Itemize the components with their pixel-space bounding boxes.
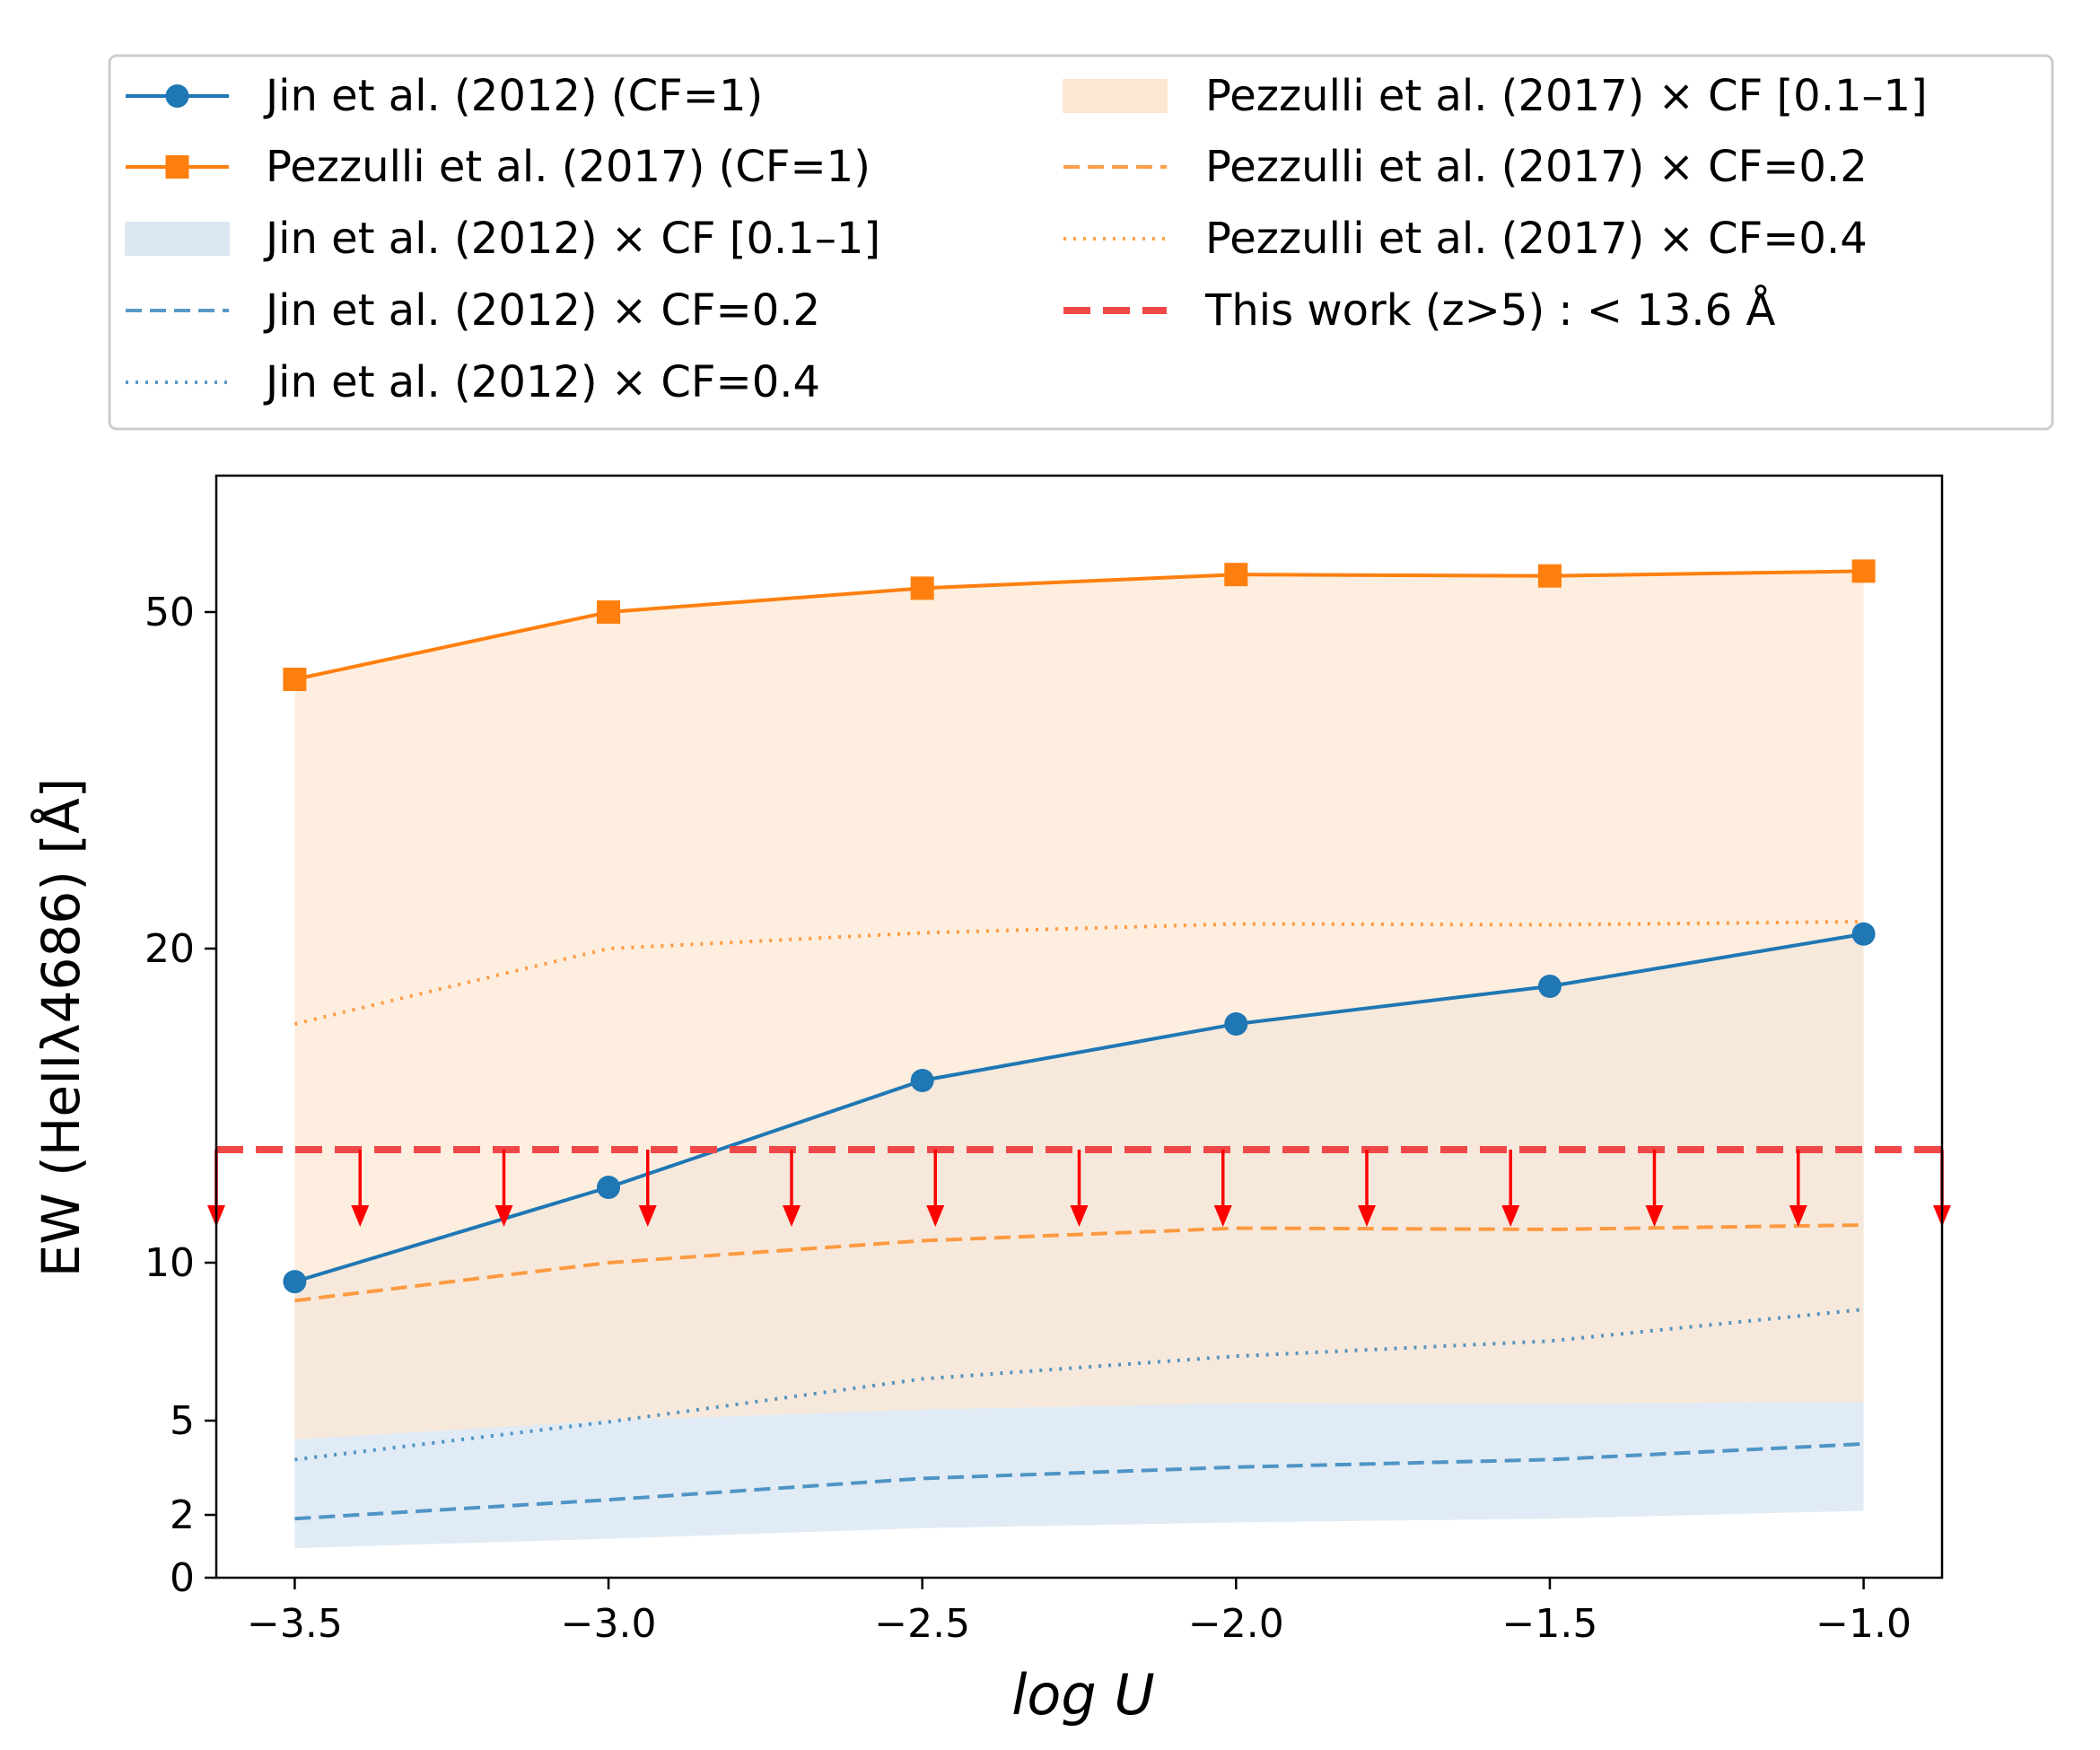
x-tick-label: −3.0 — [561, 1601, 657, 1647]
x-axis-ticks: −3.5 −3.0 −2.5 −2.0 −1.5 −1.0 — [247, 1578, 1912, 1647]
line-pez_cf1 — [293, 569, 1864, 681]
x-axis-label: log U — [1011, 1662, 1155, 1728]
upper-limit-arrow — [783, 1150, 801, 1227]
y-axis-label: EW (HeIIλ4686) [Å] — [30, 778, 92, 1278]
confidence-bands — [294, 571, 1864, 1549]
legend-label: Jin et al. (2012) × CF [0.1–1] — [263, 214, 880, 264]
point-jin_cf1 — [910, 1069, 934, 1092]
upper-limit-arrow — [1070, 1150, 1089, 1227]
upper-limit-arrow — [1358, 1150, 1376, 1227]
point-pez_cf1 — [597, 600, 621, 624]
upper-limit-arrow — [1501, 1150, 1520, 1227]
upper-limit-arrow — [638, 1150, 657, 1227]
legend-item: Jin et al. (2012) × CF=0.2 — [126, 285, 820, 336]
legend-item: Jin et al. (2012) (CF=1) — [126, 71, 763, 121]
series-lines — [293, 569, 1864, 1521]
x-tick-label: −3.5 — [247, 1601, 343, 1647]
y-tick-label: 5 — [170, 1398, 195, 1444]
band-pez_band — [294, 571, 1864, 1439]
legend-item: Pezzulli et al. (2017) (CF=1) — [126, 142, 871, 192]
x-tick-label: −2.0 — [1188, 1601, 1284, 1647]
legend-label: Pezzulli et al. (2017) (CF=1) — [266, 142, 871, 192]
upper-limit-arrow — [1789, 1150, 1807, 1227]
legend-item: This work (z>5) : < 13.6 Å — [1063, 284, 1775, 336]
x-tick-label: −1.5 — [1502, 1601, 1598, 1647]
x-tick-label: −2.5 — [874, 1601, 970, 1647]
point-pez_cf1 — [1224, 563, 1248, 587]
legend-label: Jin et al. (2012) (CF=1) — [263, 71, 763, 121]
legend-item: Jin et al. (2012) × CF=0.4 — [126, 357, 820, 407]
line-jin_cf02 — [294, 1441, 1864, 1521]
plot-area: −3.5 −3.0 −2.5 −2.0 −1.5 −1.0 0 2 5 10 20 50 — [144, 474, 1951, 1647]
upper-limit-group — [207, 1146, 1951, 1227]
point-jin_cf1 — [1851, 922, 1876, 946]
point-jin_cf1 — [1224, 1012, 1248, 1036]
upper-limit-arrow — [926, 1150, 945, 1227]
legend-item: Pezzulli et al. (2017) × CF=0.2 — [1063, 142, 1868, 192]
legend-item: Pezzulli et al. (2017) × CF [0.1–1] — [1063, 71, 1928, 121]
point-jin_cf1 — [1537, 975, 1562, 998]
axes-frame — [214, 474, 1944, 1579]
legend-item: Jin et al. (2012) × CF [0.1–1] — [125, 214, 880, 264]
line-pez_cf02 — [294, 1223, 1864, 1303]
legend-label: Jin et al. (2012) × CF=0.2 — [263, 285, 820, 336]
y-tick-label: 50 — [144, 590, 195, 635]
legend-item: Pezzulli et al. (2017) × CF=0.4 — [1063, 214, 1868, 264]
point-pez_cf1 — [1851, 559, 1876, 583]
line-jin_cf04 — [294, 1308, 1864, 1462]
legend-swatch — [1063, 79, 1168, 113]
line-pez_cf04 — [293, 920, 1864, 1026]
y-tick-label: 20 — [144, 926, 195, 972]
upper-limit-arrow — [494, 1150, 513, 1227]
legend-label: Pezzulli et al. (2017) × CF=0.4 — [1205, 214, 1868, 264]
x-tick-label: −1.0 — [1816, 1601, 1912, 1647]
legend-frame — [108, 54, 2054, 431]
legend-label: Pezzulli et al. (2017) × CF [0.1–1] — [1205, 71, 1928, 121]
line-jin_cf1 — [293, 932, 1864, 1284]
legend-label: This work (z>5) : < 13.6 Å — [1204, 284, 1775, 336]
point-pez_cf1 — [1537, 564, 1562, 588]
legend-label: Jin et al. (2012) × CF=0.4 — [263, 357, 820, 407]
point-jin_cf1 — [597, 1176, 621, 1199]
legend: Jin et al. (2012) (CF=1) Pezzulli et al. … — [108, 54, 2054, 431]
upper-limit-arrow — [1213, 1150, 1232, 1227]
y-axis-ticks: 0 2 5 10 20 50 — [144, 590, 216, 1601]
y-tick-label: 2 — [170, 1492, 195, 1538]
legend-swatch — [125, 222, 230, 256]
upper-limit-arrow — [351, 1150, 370, 1227]
point-jin_cf1 — [283, 1270, 307, 1294]
point-pez_cf1 — [283, 668, 307, 691]
y-tick-label: 0 — [170, 1555, 195, 1601]
upper-limit-arrow — [1645, 1150, 1664, 1227]
series-markers — [283, 559, 1876, 1294]
legend-label: Pezzulli et al. (2017) × CF=0.2 — [1205, 142, 1868, 192]
y-tick-label: 10 — [144, 1240, 195, 1286]
point-pez_cf1 — [910, 576, 934, 600]
legend-entries: Jin et al. (2012) (CF=1) Pezzulli et al. … — [125, 71, 1928, 407]
